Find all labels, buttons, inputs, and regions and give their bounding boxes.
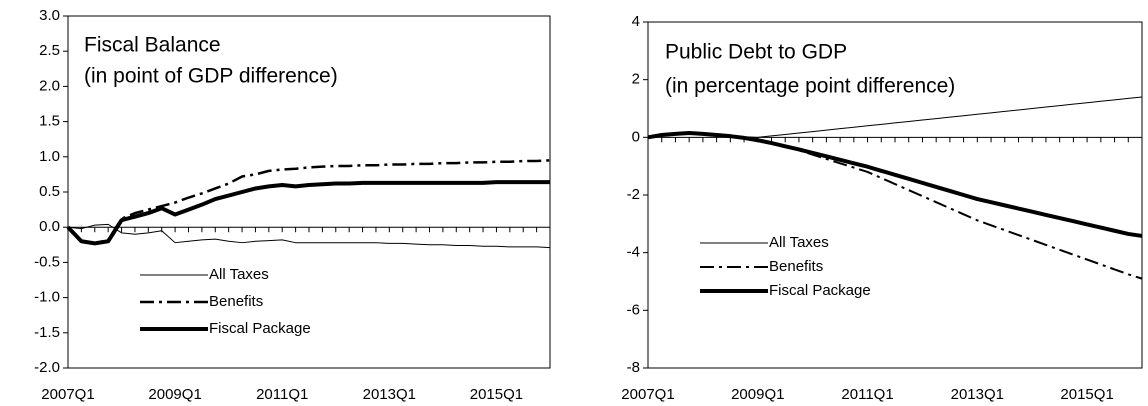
legend-label: Fiscal Package — [769, 282, 871, 299]
y-tick-label: 2.0 — [39, 77, 60, 94]
legend-label: Benefits — [209, 293, 263, 310]
series-line — [647, 96, 1143, 138]
y-tick-label: -8 — [627, 359, 640, 376]
x-tick-label: 2009Q1 — [731, 386, 784, 403]
y-tick-label: -2 — [627, 186, 640, 203]
y-tick-label: -1.0 — [34, 289, 60, 306]
x-tick-label: 2007Q1 — [621, 386, 674, 403]
y-tick-label: 1.5 — [39, 113, 60, 130]
y-tick-label: -1.5 — [34, 324, 60, 341]
legend-label: All Taxes — [769, 234, 829, 251]
y-tick-label: 2 — [632, 71, 640, 88]
y-tick-label: 0 — [632, 128, 640, 145]
chart-title: Fiscal Balance — [84, 34, 221, 57]
x-tick-label: 2007Q1 — [41, 386, 94, 403]
x-tick-label: 2013Q1 — [363, 386, 416, 403]
y-tick-label: -0.5 — [34, 253, 60, 270]
y-tick-label: -2.0 — [34, 359, 60, 376]
series-line — [66, 180, 550, 246]
x-tick-label: 2013Q1 — [951, 386, 1004, 403]
x-tick-label: 2015Q1 — [1060, 386, 1113, 403]
series-line — [67, 159, 551, 245]
x-tick-label: 2011Q1 — [256, 386, 308, 403]
chart-subtitle: (in point of GDP difference) — [84, 65, 338, 88]
y-tick-label: -4 — [627, 244, 640, 261]
y-tick-label: 1.0 — [39, 148, 60, 165]
legend-label: Benefits — [769, 258, 823, 275]
legend-label: Fiscal Package — [209, 320, 311, 337]
x-tick-label: 2015Q1 — [470, 386, 523, 403]
y-tick-label: -6 — [627, 301, 640, 318]
series-line — [67, 223, 551, 249]
chart-subtitle: (in percentage point difference) — [665, 75, 955, 98]
y-tick-label: 0.0 — [39, 218, 60, 235]
y-tick-label: 3.0 — [39, 7, 60, 24]
x-tick-label: 2009Q1 — [148, 386, 201, 403]
y-tick-label: 0.5 — [39, 183, 60, 200]
y-tick-label: 4 — [632, 13, 640, 30]
legend-label: All Taxes — [209, 266, 269, 283]
x-tick-label: 2011Q1 — [841, 386, 893, 403]
series-line — [647, 132, 1143, 280]
series-line — [647, 131, 1143, 238]
chart-title: Public Debt to GDP — [665, 41, 847, 64]
y-tick-label: 2.5 — [39, 42, 60, 59]
